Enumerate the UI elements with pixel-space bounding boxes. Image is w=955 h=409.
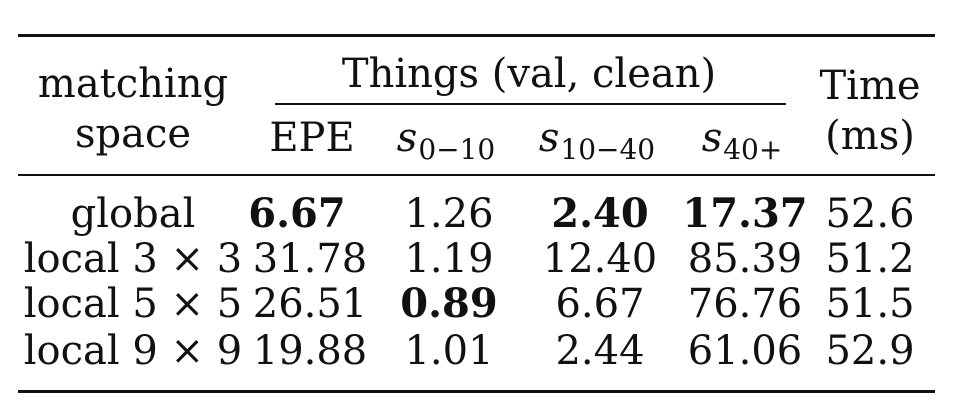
cell-local5-epe: 26.51 — [252, 281, 368, 327]
group-underline — [275, 103, 786, 105]
header-s10-40: s10−40 — [538, 115, 656, 166]
cell-local3-epe: 31.78 — [252, 236, 368, 282]
cell-local9-s40plus: 61.06 — [687, 328, 803, 374]
cell-local9-time: 52.9 — [825, 328, 915, 374]
cell-local5-time: 51.5 — [825, 281, 915, 327]
header-matching-line1: matching — [37, 61, 229, 107]
header-s40plus: s40+ — [701, 115, 783, 166]
row-label-local-3x3: local 3 × 3 — [23, 236, 243, 282]
cell-global-s10-40: 2.40 — [551, 190, 649, 237]
results-table: matching space Things (val, clean) EPE s… — [18, 34, 935, 394]
cell-local3-time: 51.2 — [825, 236, 915, 282]
cell-local5-s0-10: 0.89 — [400, 280, 498, 327]
row-label-local-9x9: local 9 × 9 — [23, 328, 243, 374]
row-label-global: global — [70, 191, 196, 237]
header-time-line2: (ms) — [825, 113, 915, 159]
cell-local5-s10-40: 6.67 — [555, 281, 645, 327]
cell-local5-s40plus: 76.76 — [687, 281, 803, 327]
bottom-rule — [18, 390, 935, 393]
cell-local9-s10-40: 2.44 — [555, 328, 645, 374]
cell-local3-s40plus: 85.39 — [687, 236, 803, 282]
cell-local3-s10-40: 12.40 — [542, 236, 658, 282]
cell-global-time: 52.6 — [825, 191, 915, 237]
header-time-line1: Time — [819, 63, 921, 109]
mid-rule — [18, 174, 935, 176]
cell-global-s0-10: 1.26 — [404, 191, 494, 237]
top-rule — [18, 34, 935, 37]
row-label-local-5x5: local 5 × 5 — [23, 281, 243, 327]
header-matching-line2: space — [74, 111, 192, 157]
header-s0-10: s0−10 — [396, 115, 496, 166]
cell-local9-s0-10: 1.01 — [404, 328, 494, 374]
cell-global-epe: 6.67 — [248, 190, 346, 237]
cell-local3-s0-10: 1.19 — [404, 236, 494, 282]
header-epe: EPE — [269, 115, 355, 161]
cell-global-s40plus: 17.37 — [682, 190, 808, 237]
header-group-things: Things (val, clean) — [341, 51, 717, 97]
cell-local9-epe: 19.88 — [252, 328, 368, 374]
